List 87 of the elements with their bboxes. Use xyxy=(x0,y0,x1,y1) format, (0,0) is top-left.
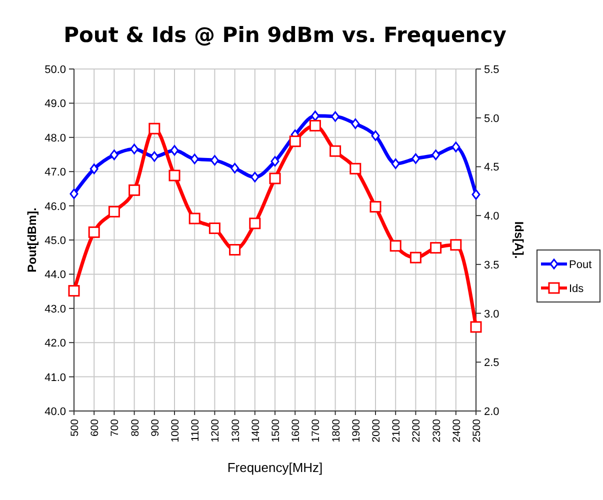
point xyxy=(170,145,179,156)
point xyxy=(331,111,340,122)
chart-title: Pout & Ids @ Pin 9dBm vs. Frequency xyxy=(64,23,507,47)
point xyxy=(210,155,219,166)
x-tick-label: 1900 xyxy=(350,418,362,442)
legend-label: Pout xyxy=(569,259,592,271)
y-tick-label: 42.0 xyxy=(44,338,66,350)
point xyxy=(432,150,440,160)
point xyxy=(370,201,382,213)
x-tick-label: 2100 xyxy=(390,418,403,442)
point xyxy=(128,184,140,196)
y-tick-label: 44.0 xyxy=(44,269,66,282)
point xyxy=(270,156,280,167)
y-tick-label: 41.0 xyxy=(44,372,66,384)
point xyxy=(289,136,301,148)
point xyxy=(150,151,159,162)
y-tick-label: 48.0 xyxy=(44,132,66,144)
point xyxy=(472,189,480,200)
y-tick-label: 45.0 xyxy=(44,235,66,247)
point xyxy=(88,226,100,238)
y2-axis-title: Ids[A]. xyxy=(512,221,526,259)
point xyxy=(188,212,200,224)
x-tick-label: 2500 xyxy=(471,418,483,442)
y-axis-title: Pout[dBm]. xyxy=(25,208,39,272)
point xyxy=(411,153,420,164)
y2-tick-label: 3.5 xyxy=(484,259,500,272)
y2-tick-label: 2.0 xyxy=(484,406,500,418)
y-tick-label: 49.0 xyxy=(44,98,66,110)
point xyxy=(68,285,80,297)
point xyxy=(249,218,261,230)
point xyxy=(350,162,362,174)
x-tick-label: 2300 xyxy=(430,418,443,442)
x-tick-label: 500 xyxy=(69,418,81,437)
point xyxy=(310,110,320,122)
y2-tick-label: 2.5 xyxy=(484,357,500,370)
y-tick-label: 46.0 xyxy=(44,200,66,213)
x-tick-label: 1700 xyxy=(310,418,322,442)
x-tick-label: 600 xyxy=(89,418,102,437)
x-axis-title: Frequency[MHz] xyxy=(227,460,323,475)
x-tick-label: 2000 xyxy=(370,418,382,442)
y-tick-label: 43.0 xyxy=(44,303,66,316)
point xyxy=(70,188,78,200)
point xyxy=(470,321,482,333)
x-tick-label: 1600 xyxy=(290,418,302,442)
y2-tick-label: 5.0 xyxy=(484,112,500,125)
x-tick-label: 1000 xyxy=(170,418,182,442)
y-tick-label: 47.0 xyxy=(44,166,66,179)
point xyxy=(309,120,321,132)
point xyxy=(230,162,240,174)
point xyxy=(330,145,342,157)
x-tick-label: 1100 xyxy=(190,418,202,442)
y2-tick-label: 3.0 xyxy=(484,308,500,320)
point xyxy=(110,150,118,160)
x-tick-label: 800 xyxy=(129,418,142,437)
point xyxy=(250,172,260,182)
x-tick-label: 2400 xyxy=(450,418,463,442)
point xyxy=(190,154,199,164)
point xyxy=(450,239,462,251)
point xyxy=(229,244,241,256)
point xyxy=(208,222,220,234)
legend-label: Ids xyxy=(569,283,584,295)
point xyxy=(168,170,180,182)
x-tick-label: 1800 xyxy=(330,418,342,442)
point xyxy=(148,122,160,134)
point xyxy=(130,144,139,154)
point xyxy=(390,240,402,252)
x-tick-label: 1500 xyxy=(270,418,282,442)
y2-tick-label: 4.0 xyxy=(484,210,500,223)
x-tick-label: 1400 xyxy=(250,418,262,442)
point xyxy=(391,158,400,169)
point xyxy=(108,206,120,218)
y-tick-label: 40.0 xyxy=(44,406,66,418)
y2-tick-label: 5.5 xyxy=(484,64,500,76)
point xyxy=(351,118,360,129)
x-tick-label: 2200 xyxy=(410,418,423,442)
y2-tick-label: 4.5 xyxy=(484,162,500,174)
y-tick-label: 50.0 xyxy=(44,64,66,76)
x-tick-label: 1200 xyxy=(210,418,222,442)
point xyxy=(371,130,380,141)
point xyxy=(410,252,422,264)
x-tick-label: 900 xyxy=(149,418,162,437)
x-tick-label: 1300 xyxy=(230,418,242,442)
point xyxy=(452,142,460,152)
point xyxy=(430,242,442,254)
x-tick-label: 700 xyxy=(109,418,122,437)
point xyxy=(269,172,281,184)
point xyxy=(90,164,98,174)
